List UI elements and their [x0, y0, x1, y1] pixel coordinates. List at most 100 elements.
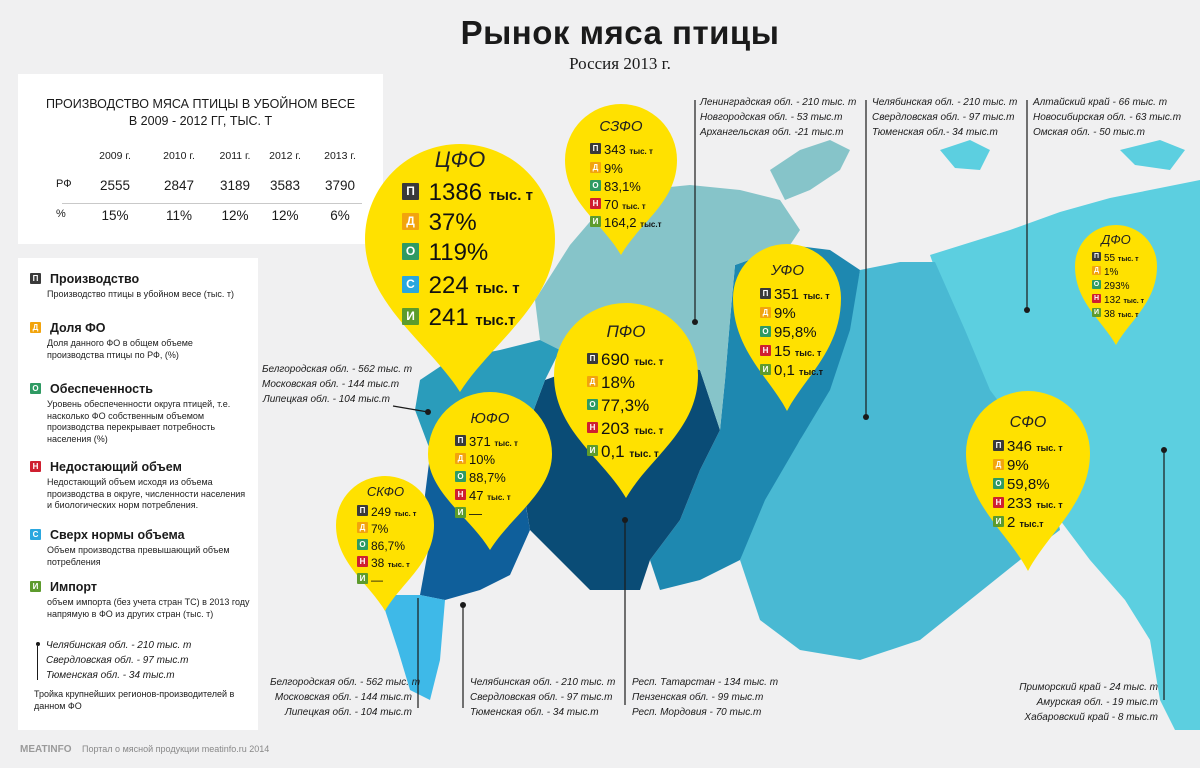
import-icon: И — [357, 573, 368, 585]
region-marker-szfo — [692, 319, 698, 325]
share-icon: Д — [993, 458, 1004, 470]
stat-shortage: Н 15 тыс. т — [760, 343, 821, 360]
region-marker-pfo — [622, 517, 628, 523]
shortage-icon: Н — [357, 556, 368, 568]
leader-line-icon — [37, 646, 38, 680]
import-icon: И — [455, 507, 466, 519]
table-cell: 11% — [165, 208, 193, 223]
shortage-icon: Н — [590, 198, 601, 210]
production-icon: П — [587, 353, 598, 365]
table-cell: 3790 — [324, 178, 356, 193]
stat-shortage: Н 233 тыс. т — [993, 495, 1063, 512]
annotation-yufo: Белгородская обл. - 562 тыс. т Московска… — [270, 677, 421, 718]
shortage-icon: Н — [993, 496, 1004, 508]
page-subtitle: Россия 2013 г. — [569, 54, 671, 73]
legend-item-production: П Производство Производство птицы в убойн… — [30, 272, 252, 301]
table-row-label: РФ — [56, 178, 72, 190]
pin-name: ЮФО — [470, 410, 510, 427]
provision-icon: О — [357, 539, 368, 551]
shortage-icon: Н — [760, 344, 771, 356]
annotation-szfo: Ленинградская обл. - 210 тыс. т Новгород… — [700, 97, 857, 138]
legend-item-desc: Доля данного ФО в общем объеме производс… — [47, 338, 193, 360]
legend-panel: П Производство Производство птицы в убойн… — [18, 258, 258, 730]
region-arctic-island — [940, 140, 990, 170]
annotation-skfo: Челябинская обл. - 210 тыс. т Свердловск… — [470, 677, 616, 718]
legend-item-shortage: Н Недостающий объем Недостающий объем исх… — [30, 460, 252, 512]
table-year-cell: 2012 г. — [269, 150, 301, 162]
stat-import: И 164,2 тыс.т — [590, 215, 662, 230]
pin-szfo: СЗФО П 343 тыс. т Д 9% О 83,1% Н 70 тыс. т И… — [562, 102, 680, 257]
pin-name: ПФО — [606, 322, 646, 341]
legend-item-share: Д Доля ФО Доля данного ФО в общем объеме … — [30, 321, 252, 361]
pin-pfo: ПФО П 690 тыс. т Д 18% О 77,3% Н 203 тыс. т … — [551, 300, 701, 500]
provision-icon: О — [402, 243, 419, 261]
stat-share: Д 7% — [357, 522, 388, 536]
stat-shortage: Н 38 тыс. т — [357, 556, 410, 570]
share-icon: Д — [587, 376, 598, 388]
stat-import: И 241 тыс.т — [402, 304, 515, 332]
legend-example: Челябинская обл. - 210 тыс. т Свердловск… — [30, 638, 252, 712]
import-icon: И — [1092, 307, 1101, 317]
stat-share: Д 9% — [993, 457, 1029, 474]
stat-provision: О 77,3% — [587, 396, 649, 416]
legend-example-region: Челябинская обл. - 210 тыс. т — [46, 640, 192, 651]
share-icon: Д — [357, 522, 368, 534]
production-table-card: ПРОИЗВОДСТВО МЯСА ПТИЦЫ В УБОЙНОМ ВЕСЕ В… — [18, 74, 383, 244]
table-cell: 2847 — [163, 178, 195, 193]
stat-share: Д 10% — [455, 452, 495, 467]
table-cell: 6% — [330, 208, 350, 223]
legend-example-region: Тюменская обл. - 34 тыс.т — [46, 670, 175, 681]
stat-import: И 0,1 тыс.т — [760, 362, 823, 379]
production-table: 2009 г. 2010 г. 2011 г. 2012 г. 2013 г. … — [56, 146, 362, 233]
stat-production: П 346 тыс. т — [993, 438, 1063, 455]
shortage-icon: Н — [587, 422, 598, 434]
stat-provision: О 119% — [402, 239, 488, 267]
table-row: % 15% 11% 12% 12% 6% — [56, 204, 362, 233]
annotation-ufo: Челябинская обл. - 210 тыс. т Свердловск… — [872, 97, 1018, 138]
table-cell: 15% — [101, 208, 129, 223]
region-marker-ufo — [863, 414, 869, 420]
stat-production: П 55 тыс. т — [1092, 251, 1139, 264]
annotation-pfo: Респ. Татарстан - 134 тыс. т Пензенская … — [632, 677, 779, 718]
provision-icon: О — [30, 383, 41, 394]
region-szfo — [535, 185, 800, 430]
share-icon: Д — [590, 162, 601, 174]
stat-provision: О 88,7% — [455, 470, 506, 485]
annotation-dfo: Приморский край - 24 тыс. т Амурская обл… — [1019, 682, 1158, 723]
import-icon: И — [30, 581, 41, 592]
table-year-cell: 2010 г. — [163, 150, 195, 162]
stat-provision: О 95,8% — [760, 324, 817, 341]
stat-provision: О 83,1% — [590, 179, 641, 194]
shortage-icon: Н — [455, 489, 466, 501]
stat-production: П 1386 тыс. т — [402, 179, 533, 207]
provision-icon: О — [590, 180, 601, 192]
pin-name: СЗФО — [599, 118, 643, 135]
legend-item-name: Доля ФО — [50, 321, 106, 335]
legend-item-desc: Объем производства превышающий объем пот… — [47, 545, 230, 567]
table-cell: 3583 — [269, 178, 301, 193]
production-icon: П — [760, 287, 771, 299]
share-icon: Д — [455, 453, 466, 465]
pin-marker-icon — [365, 144, 555, 392]
stat-share: Д 9% — [760, 305, 796, 322]
region-marker-dfo — [1161, 447, 1167, 453]
annotation-cfo: Белгородская обл. - 562 тыс. т Московска… — [262, 364, 413, 405]
region-sfo — [740, 262, 1060, 660]
legend-item-name: Сверх нормы объема — [50, 528, 185, 542]
share-icon: Д — [760, 306, 771, 318]
legend-item-name: Недостающий объем — [50, 460, 182, 474]
legend-item-desc: объем импорта (без учета стран ТС) в 201… — [47, 597, 250, 619]
production-icon: П — [455, 435, 466, 447]
legend-item-name: Обеспеченность — [50, 382, 153, 396]
table-cell: 12% — [271, 208, 299, 223]
annotation-sfo: Алтайский край - 66 тыс. т Новосибирская… — [1033, 97, 1182, 138]
production-icon: П — [993, 439, 1004, 451]
stat-import: И 0,1 тыс. т — [587, 442, 659, 462]
shortage-icon: Н — [1092, 293, 1101, 303]
import-icon: И — [993, 515, 1004, 527]
table-row-label: % — [56, 208, 66, 220]
legend-example-region: Свердловская обл. - 97 тыс.т — [46, 655, 189, 666]
footer: MEATINFO Портал о мясной продукции meati… — [20, 744, 269, 755]
legend-item-name: Производство — [50, 272, 140, 286]
